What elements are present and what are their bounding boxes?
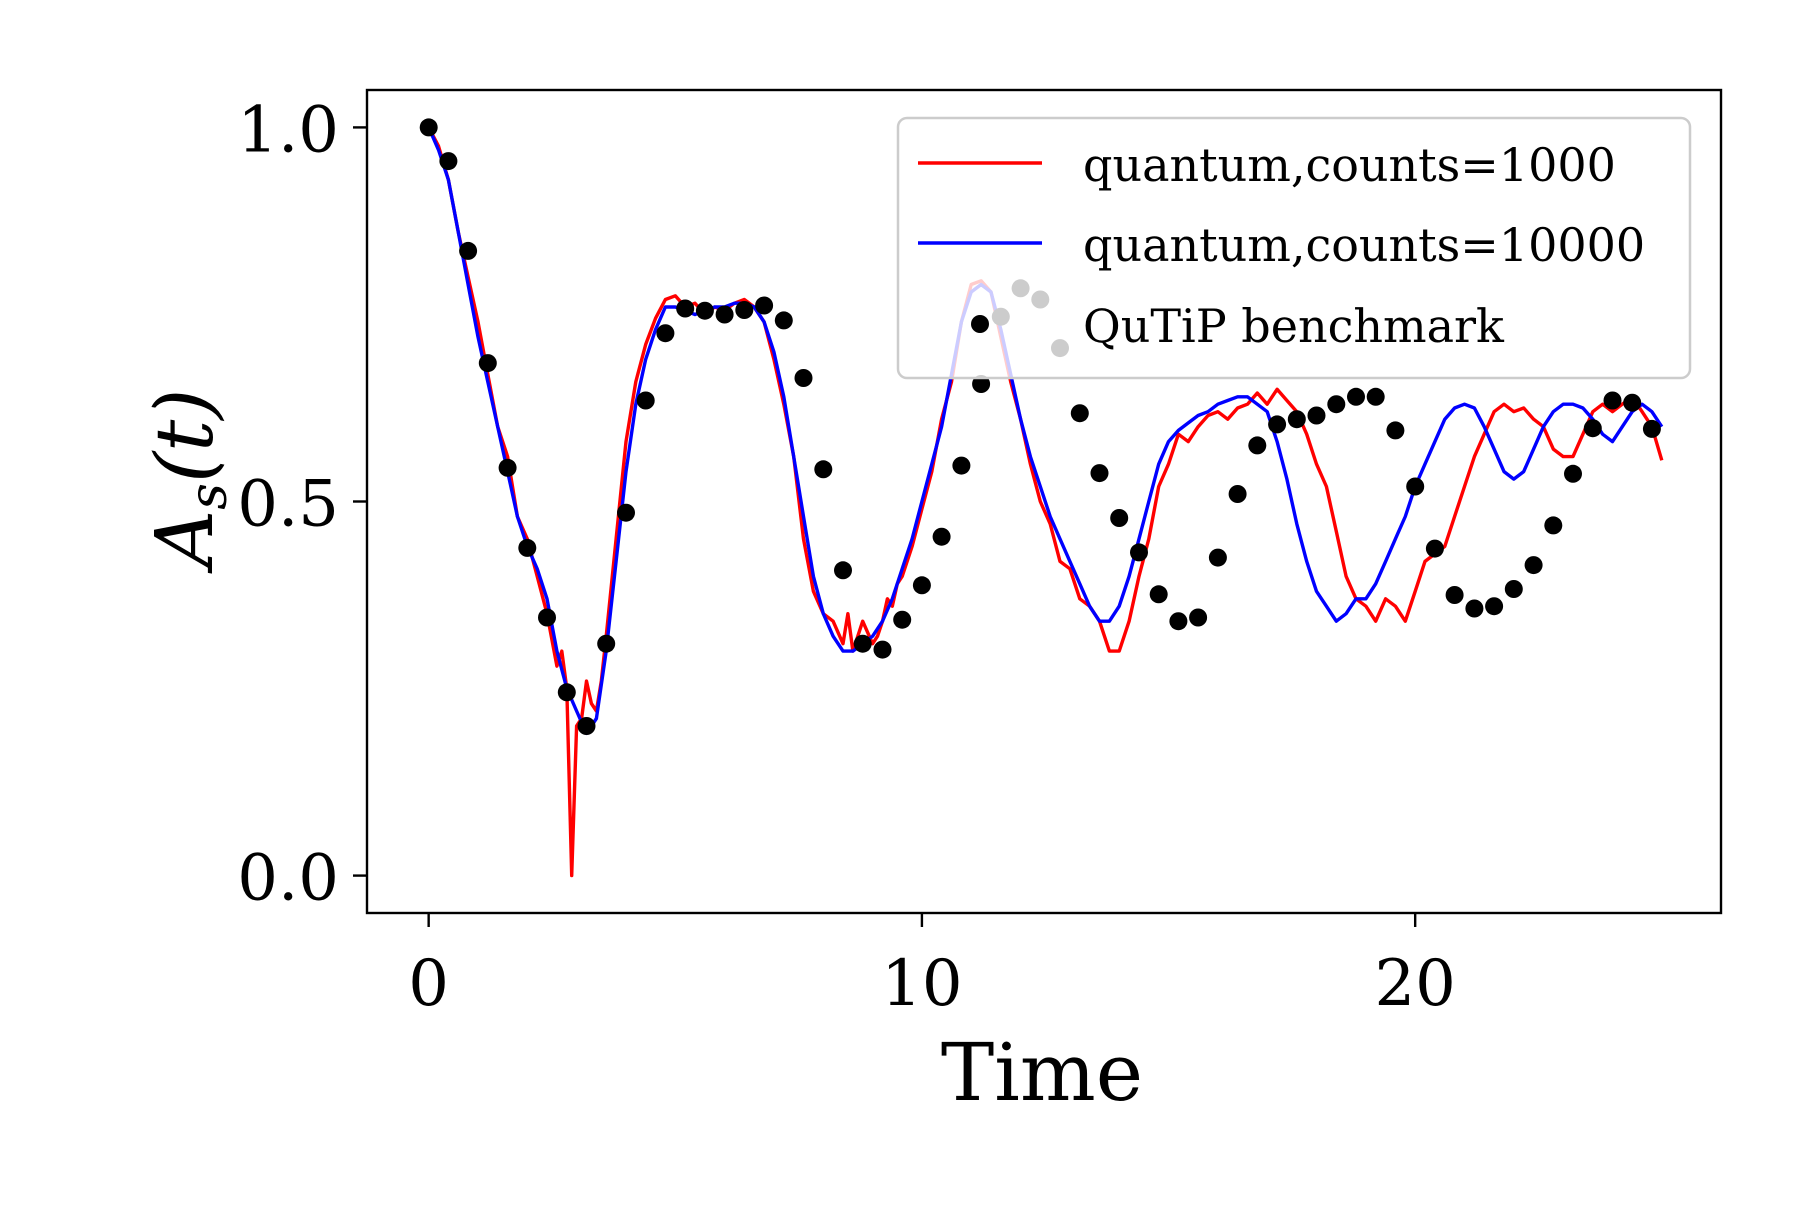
legend: quantum,counts=1000 quantum,counts=10000… bbox=[896, 116, 1692, 380]
benchmark-point bbox=[1347, 387, 1365, 406]
benchmark-point bbox=[715, 305, 734, 324]
legend-label-counts-10000: quantum,counts=10000 bbox=[1083, 218, 1645, 272]
y-axis-title-main: A bbox=[138, 510, 231, 575]
legend-label-qutip-benchmark: QuTiP benchmark bbox=[1083, 299, 1505, 353]
benchmark-point bbox=[932, 527, 951, 546]
x-axis-title: Time bbox=[941, 1026, 1143, 1119]
benchmark-point bbox=[676, 299, 695, 318]
benchmark-point bbox=[912, 576, 931, 595]
x-tick-label: 0 bbox=[408, 947, 449, 1021]
benchmark-point bbox=[972, 375, 991, 393]
benchmark-point bbox=[1169, 612, 1188, 631]
y-axis-title: As(t) bbox=[138, 388, 239, 574]
benchmark-point bbox=[1327, 395, 1346, 414]
benchmark-point bbox=[695, 301, 714, 320]
benchmark-point bbox=[1465, 599, 1484, 618]
benchmark-point bbox=[853, 634, 872, 653]
benchmark-point bbox=[1485, 597, 1504, 616]
benchmark-point bbox=[1090, 464, 1109, 483]
y-axis-title-rest: (t) bbox=[138, 388, 231, 483]
benchmark-point bbox=[794, 369, 813, 387]
benchmark-point bbox=[656, 324, 675, 343]
benchmark-point bbox=[1208, 548, 1227, 567]
benchmark-point bbox=[1070, 404, 1089, 423]
benchmark-point bbox=[478, 354, 497, 373]
benchmark-point bbox=[439, 152, 458, 171]
benchmark-point bbox=[538, 608, 556, 627]
benchmark-point bbox=[1524, 556, 1543, 575]
benchmark-point bbox=[834, 561, 852, 580]
y-tick-label: 0.0 bbox=[237, 842, 339, 916]
x-tick-label: 10 bbox=[881, 947, 962, 1021]
y-tick-label: 0.5 bbox=[237, 468, 339, 542]
benchmark-point bbox=[1149, 585, 1168, 604]
benchmark-point bbox=[1130, 543, 1148, 562]
y-axis-title-sub: s bbox=[179, 483, 239, 510]
plot-frame bbox=[365, 88, 1723, 915]
legend-box bbox=[896, 116, 1692, 380]
benchmark-point bbox=[577, 717, 596, 735]
y-tick-label: 1.0 bbox=[237, 93, 339, 167]
benchmark-point bbox=[1248, 436, 1267, 455]
benchmark-point bbox=[1642, 419, 1661, 438]
benchmark-point bbox=[617, 503, 635, 522]
legend-label-counts-1000: quantum,counts=1000 bbox=[1083, 138, 1616, 192]
benchmark-point bbox=[755, 296, 774, 315]
benchmark-point bbox=[1268, 415, 1287, 434]
benchmark-point bbox=[498, 458, 517, 477]
benchmark-point bbox=[1564, 464, 1582, 483]
benchmark-point bbox=[459, 241, 478, 260]
benchmark-point bbox=[1228, 485, 1247, 503]
benchmark-point bbox=[1623, 393, 1642, 412]
benchmark-point bbox=[1603, 391, 1622, 410]
benchmark-point bbox=[557, 683, 576, 702]
benchmark-point bbox=[1445, 586, 1464, 604]
benchmark-point bbox=[735, 301, 754, 319]
benchmark-point bbox=[814, 460, 833, 479]
benchmark-point bbox=[1583, 419, 1602, 438]
ticks-layer: 0 10 20 0.0 0.5 1.0 bbox=[237, 93, 1456, 1021]
legend-swatch-black-marker bbox=[971, 315, 989, 333]
benchmark-point bbox=[1386, 421, 1405, 440]
benchmark-point bbox=[1189, 608, 1208, 627]
benchmark-point bbox=[1307, 406, 1326, 425]
benchmark-point bbox=[774, 311, 793, 330]
benchmark-point bbox=[1544, 516, 1563, 535]
benchmark-point bbox=[952, 456, 971, 475]
benchmark-point bbox=[1366, 387, 1385, 406]
benchmark-point bbox=[1504, 580, 1523, 598]
svg-text:As(t): As(t) bbox=[138, 388, 239, 574]
x-tick-label: 20 bbox=[1374, 947, 1455, 1021]
benchmark-point bbox=[1425, 539, 1444, 558]
benchmark-point bbox=[893, 610, 912, 629]
benchmark-point bbox=[873, 640, 892, 659]
series-line-1 bbox=[427, 126, 1664, 736]
benchmark-point bbox=[1110, 509, 1129, 527]
benchmark-point bbox=[1287, 410, 1306, 429]
benchmark-point bbox=[636, 391, 655, 410]
benchmark-point bbox=[597, 634, 616, 653]
benchmark-point bbox=[1406, 477, 1425, 496]
benchmark-point bbox=[419, 118, 438, 137]
benchmark-point bbox=[518, 538, 537, 557]
